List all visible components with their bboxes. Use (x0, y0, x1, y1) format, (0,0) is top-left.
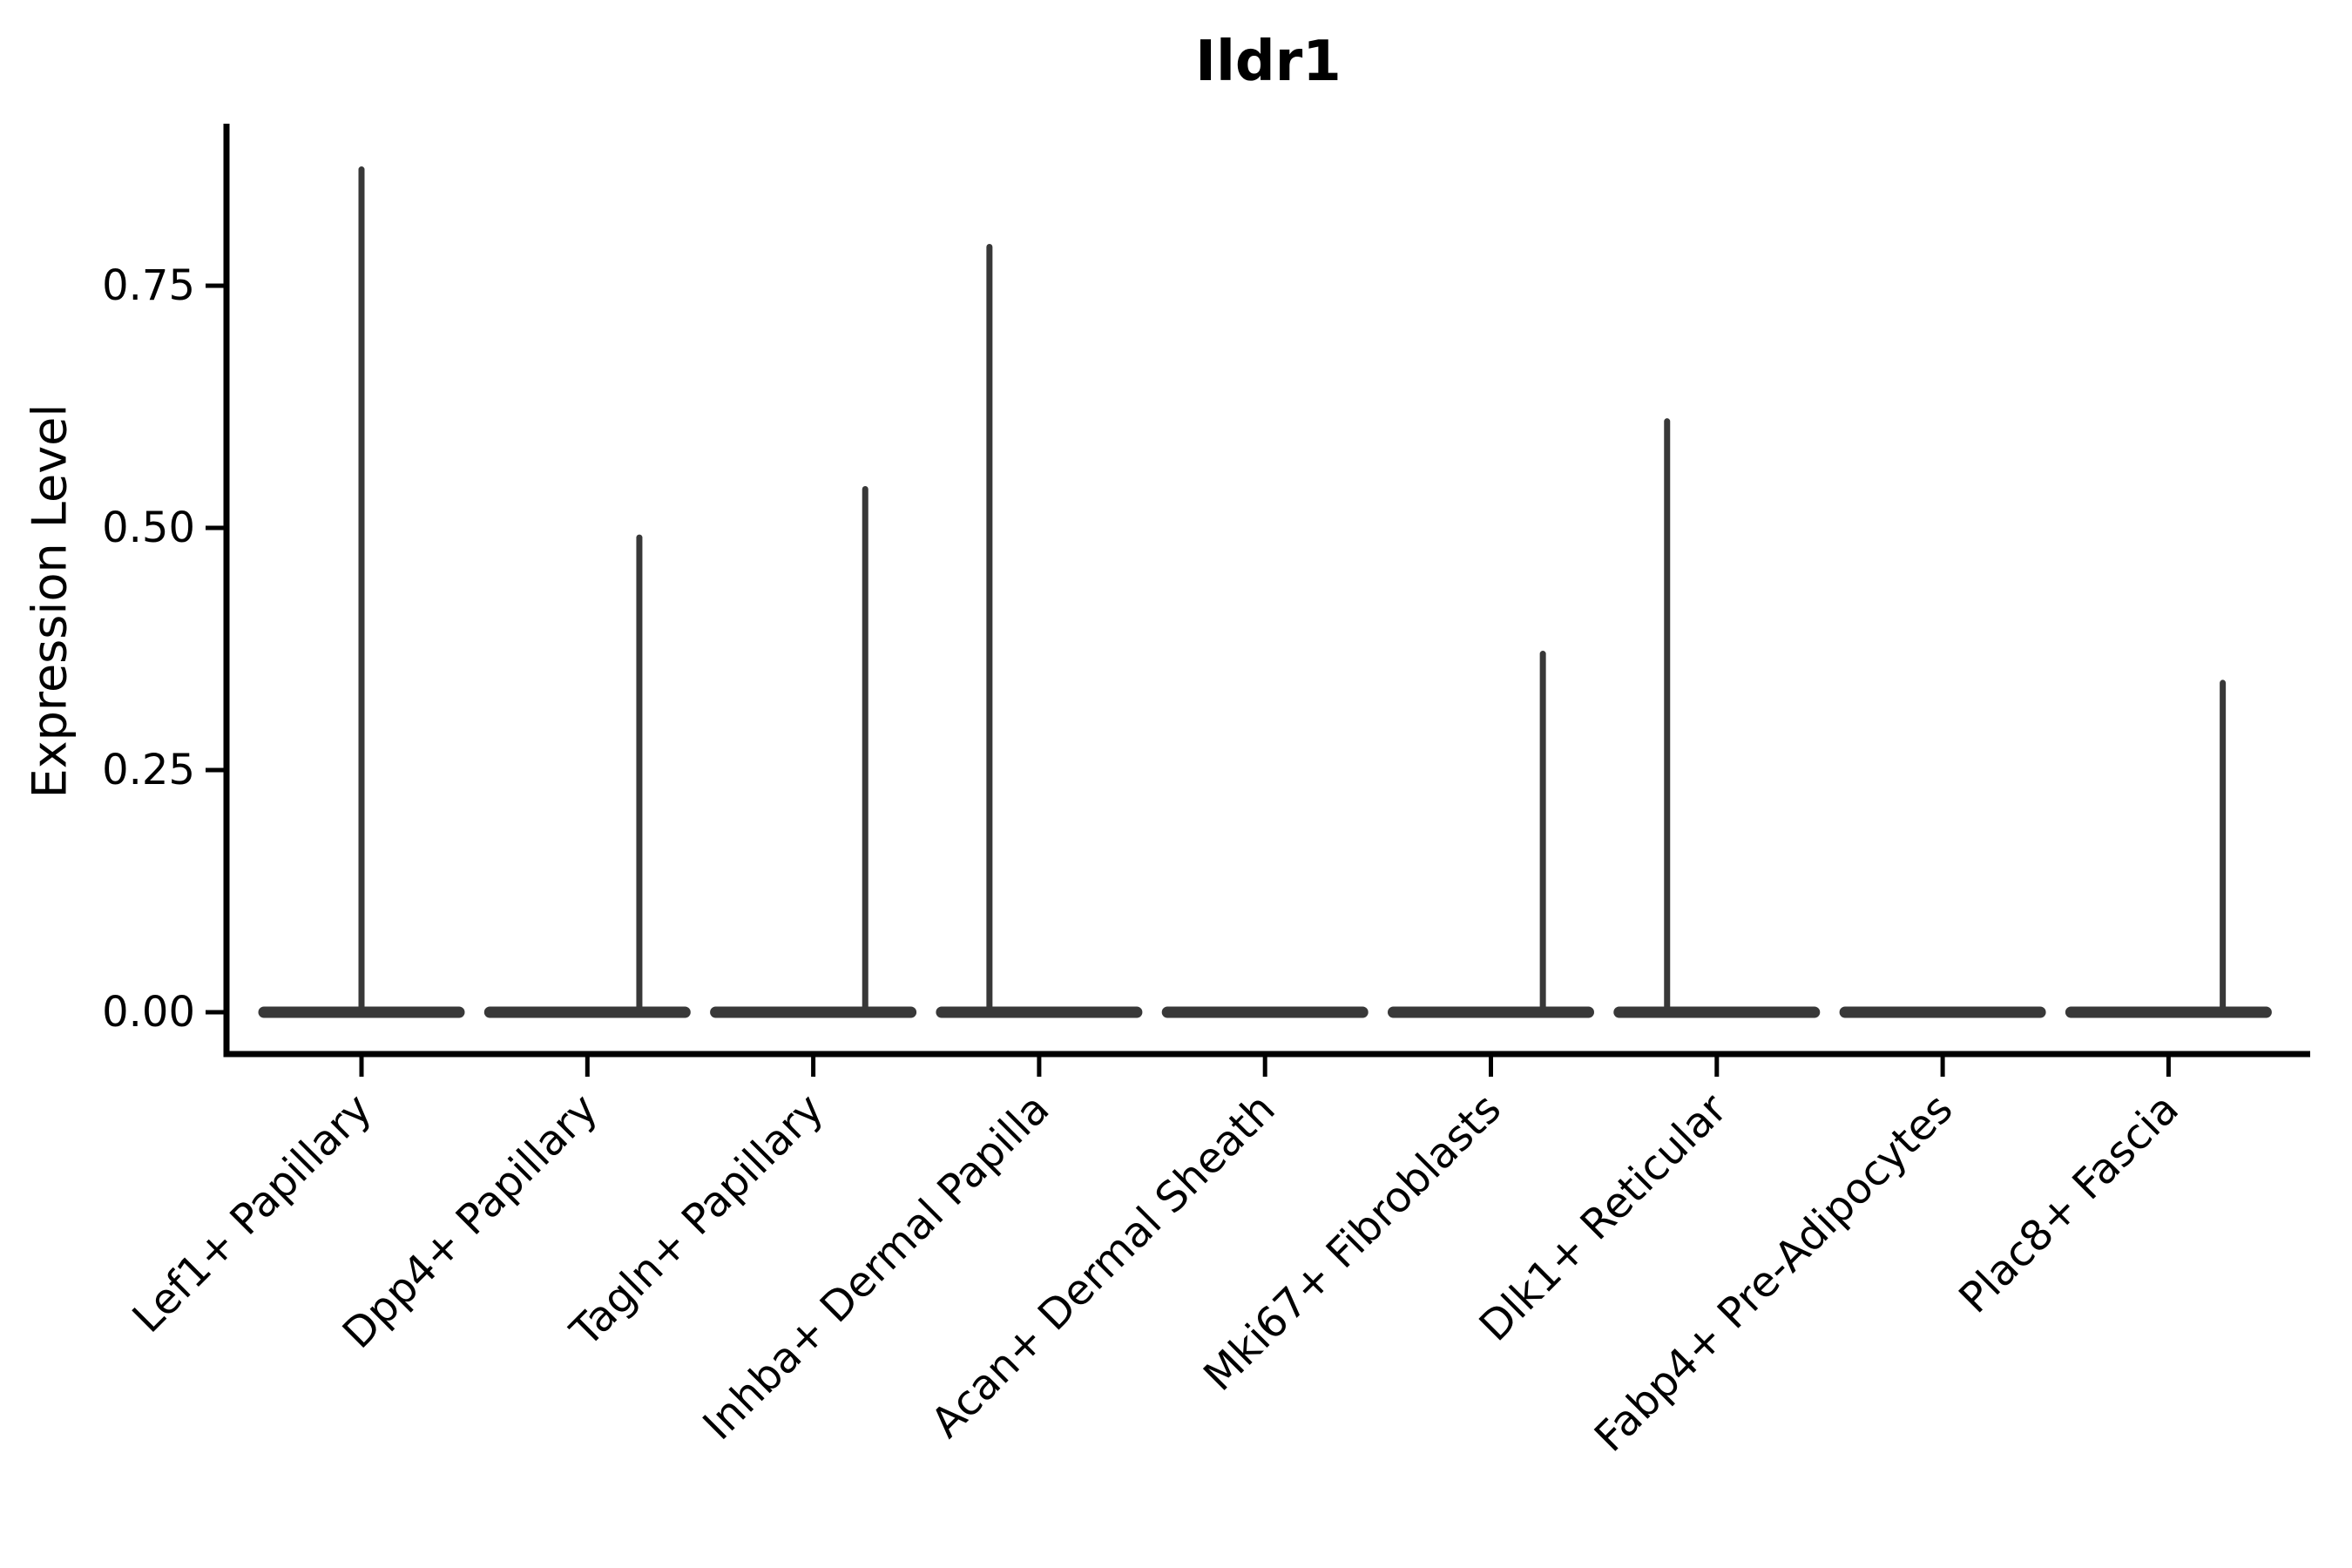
x-tick-label: Lef1+ Papillary (124, 1085, 382, 1342)
y-tick-label: 0.00 (102, 988, 195, 1037)
y-tick-label: 0.75 (102, 261, 195, 310)
y-tick-label: 0.50 (102, 504, 195, 552)
x-tick-label: Plac8+ Fascia (1950, 1085, 2188, 1323)
x-tick-label: Fabp4+ Pre-Adipocytes (1585, 1085, 1963, 1462)
chart-title: Ildr1 (1195, 30, 1342, 94)
y-tick-label: 0.25 (102, 746, 195, 794)
x-tick-label: Dlk1+ Reticular (1470, 1085, 1737, 1351)
